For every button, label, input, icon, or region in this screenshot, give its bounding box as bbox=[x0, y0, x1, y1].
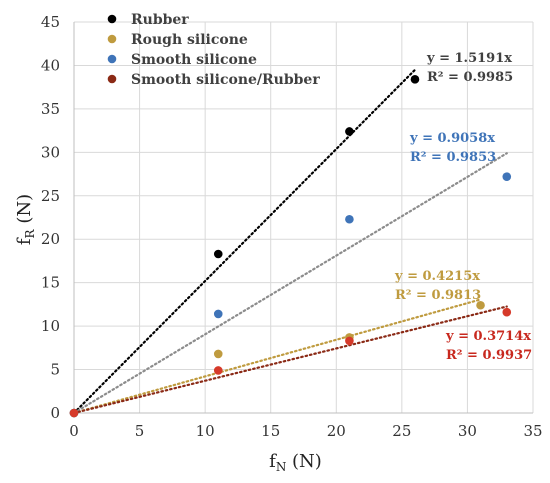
trend-r2: R² = 0.9937 bbox=[446, 348, 532, 363]
data-points bbox=[69, 75, 512, 418]
data-point bbox=[213, 309, 223, 319]
y-tick-label: 40 bbox=[41, 56, 60, 74]
data-point bbox=[476, 300, 485, 310]
y-tick-label: 10 bbox=[41, 317, 60, 335]
trend-equation: y = 0.9058x bbox=[409, 131, 495, 146]
data-point bbox=[213, 366, 223, 375]
legend-label: Smooth silicone/Rubber bbox=[131, 72, 320, 88]
legend: Rubber Rough silicone Smooth silicone Smoot… bbox=[107, 12, 320, 88]
x-tick-label: 20 bbox=[327, 422, 346, 440]
data-point bbox=[69, 408, 79, 418]
grid bbox=[73, 21, 534, 414]
trend-r2: R² = 0.9985 bbox=[427, 70, 513, 85]
trend-r2: R² = 0.9853 bbox=[410, 150, 496, 165]
y-tick-label: 0 bbox=[50, 404, 60, 422]
trend-r2: R² = 0.9813 bbox=[395, 288, 481, 303]
data-point bbox=[345, 214, 354, 224]
data-point bbox=[213, 249, 223, 259]
legend-label: Rough silicone bbox=[131, 32, 248, 48]
axes: 0 5 10 15 20 25 30 35 0 5 10 15 20 25 30 35 40 45 fN (N) fR… bbox=[14, 13, 543, 474]
x-tick-label: 35 bbox=[523, 422, 542, 440]
legend-label: Rubber bbox=[131, 12, 189, 28]
trendline-1 bbox=[72, 298, 482, 415]
y-tick-label: 35 bbox=[41, 100, 60, 118]
legend-marker bbox=[107, 54, 117, 64]
trendline-2 bbox=[72, 152, 508, 415]
x-tick-label: 30 bbox=[458, 422, 477, 440]
equation-labels: y = 1.5191x R² = 0.9985 y = 0.4215x R² = 0.… bbox=[394, 51, 532, 363]
y-tick-label: 25 bbox=[41, 187, 60, 205]
trendlines bbox=[72, 68, 508, 415]
x-axis-title: fN (N) bbox=[269, 451, 322, 474]
x-tick-label: 10 bbox=[196, 422, 215, 440]
trendline-3 bbox=[72, 305, 508, 415]
data-point bbox=[345, 127, 354, 136]
trend-equation: y = 0.4215x bbox=[394, 269, 480, 284]
x-tick-label: 0 bbox=[69, 422, 79, 440]
trend-equation: y = 1.5191x bbox=[426, 51, 512, 66]
legend-label: Smooth silicone bbox=[131, 52, 257, 68]
y-axis-title: fR (N) bbox=[14, 194, 37, 245]
legend-marker bbox=[107, 14, 117, 24]
data-point bbox=[345, 336, 354, 346]
x-tick-label: 25 bbox=[392, 422, 411, 440]
trendline-0 bbox=[72, 68, 417, 415]
data-point bbox=[410, 75, 420, 84]
data-point bbox=[213, 349, 223, 359]
y-tick-label: 20 bbox=[41, 230, 60, 248]
legend-marker bbox=[107, 34, 117, 44]
y-tick-label: 30 bbox=[41, 143, 60, 161]
x-tick-label: 15 bbox=[261, 422, 280, 440]
data-point bbox=[502, 307, 512, 317]
data-point bbox=[502, 172, 512, 181]
y-tick-label: 45 bbox=[41, 13, 60, 31]
trend-equation: y = 0.3714x bbox=[445, 329, 531, 344]
y-tick-label: 5 bbox=[50, 361, 60, 379]
x-tick-label: 5 bbox=[135, 422, 145, 440]
legend-marker bbox=[107, 74, 117, 84]
y-tick-label: 15 bbox=[41, 274, 60, 292]
